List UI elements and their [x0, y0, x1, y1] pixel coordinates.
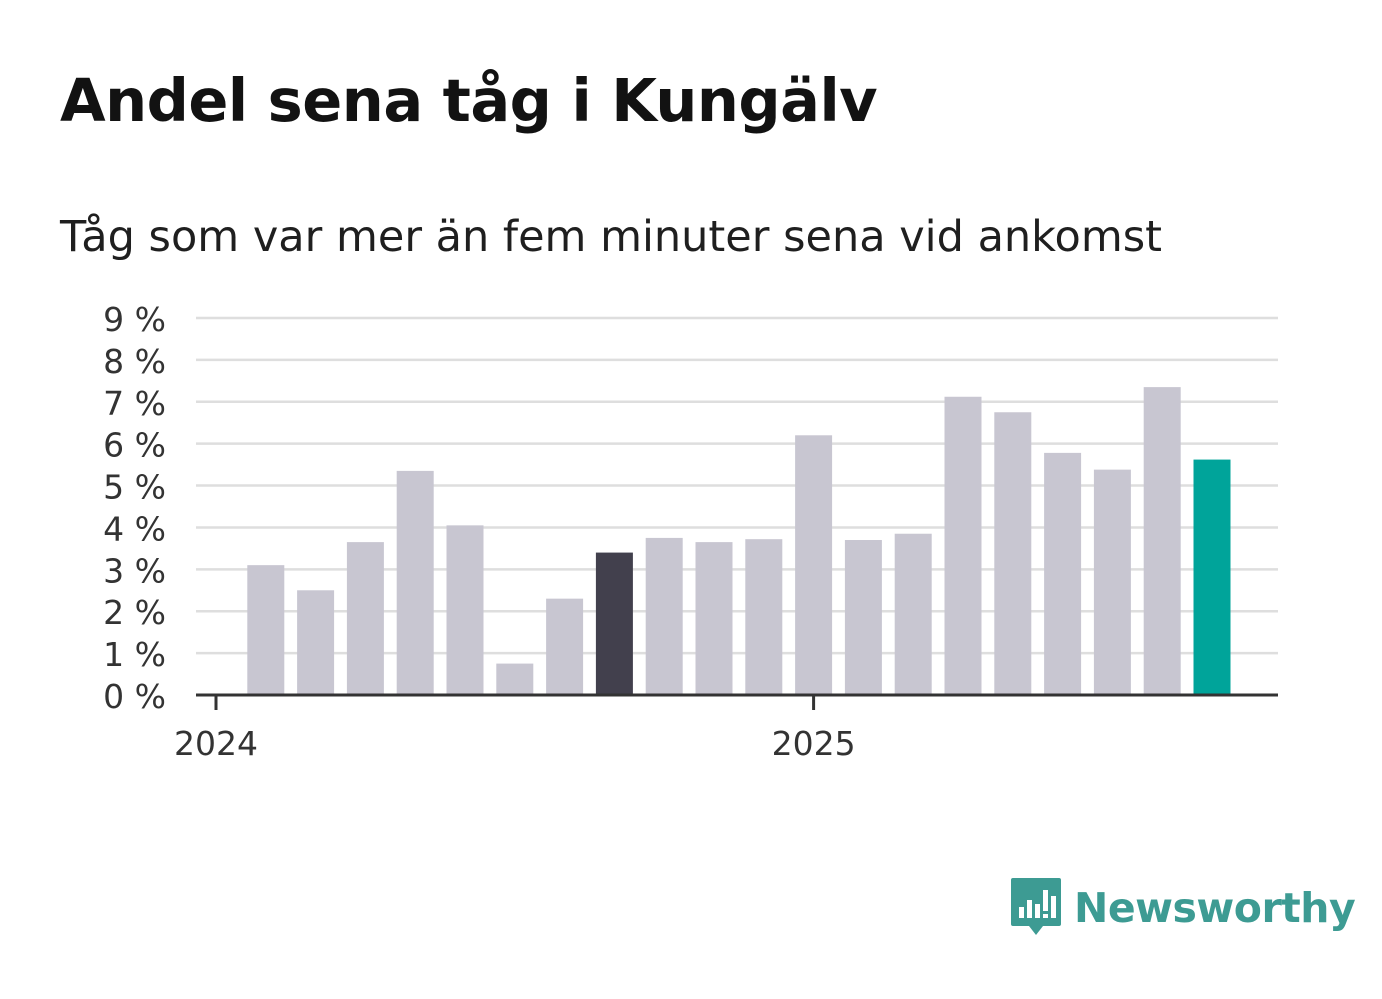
bar-2025-05	[994, 412, 1032, 695]
y-tick-label: 7 %	[103, 384, 166, 423]
chart-subtitle: Tåg som var mer än fem minuter sena vid …	[60, 212, 1163, 262]
brand-logo: Newsworthy	[1010, 876, 1356, 940]
y-tick-label: 4 %	[103, 509, 166, 548]
bar-2024-10	[645, 537, 683, 695]
bar-2024-07	[496, 663, 534, 695]
bar-2024-12	[745, 539, 783, 695]
y-tick-label: 3 %	[103, 551, 166, 590]
x-tick-label: 2024	[174, 724, 258, 763]
bar-2024-05	[396, 470, 434, 695]
bar-2024-08	[546, 598, 584, 695]
y-tick-label: 5 %	[103, 468, 166, 507]
bar-2024-11	[695, 542, 733, 695]
bar-2025-07	[1093, 469, 1131, 695]
bar-2025-06	[1044, 452, 1082, 695]
y-tick-label: 1 %	[103, 635, 166, 674]
bar-2024-06	[446, 525, 484, 695]
bar-2025-01	[795, 435, 833, 695]
x-tick-label: 2025	[772, 724, 856, 763]
chart-title: Andel sena tåg i Kungälv	[60, 66, 878, 135]
brand-name: Newsworthy	[1074, 884, 1356, 932]
bar-2024-03	[297, 590, 335, 695]
bar-2024-04	[346, 542, 384, 695]
bar-2025-02	[844, 540, 882, 695]
bar-2024-02	[247, 565, 285, 695]
bar-chart-speech-bubble-icon	[1010, 876, 1062, 940]
bar-2025-08	[1143, 387, 1181, 695]
bar-2025-03	[894, 533, 932, 695]
bar-2025-09	[1193, 459, 1231, 695]
y-tick-label: 8 %	[103, 342, 166, 381]
y-tick-label: 2 %	[103, 593, 166, 632]
y-tick-label: 9 %	[103, 300, 166, 339]
y-tick-label: 6 %	[103, 426, 166, 465]
bar-2024-09	[595, 552, 633, 695]
bar-2025-04	[944, 396, 982, 695]
y-tick-label: 0 %	[103, 677, 166, 716]
